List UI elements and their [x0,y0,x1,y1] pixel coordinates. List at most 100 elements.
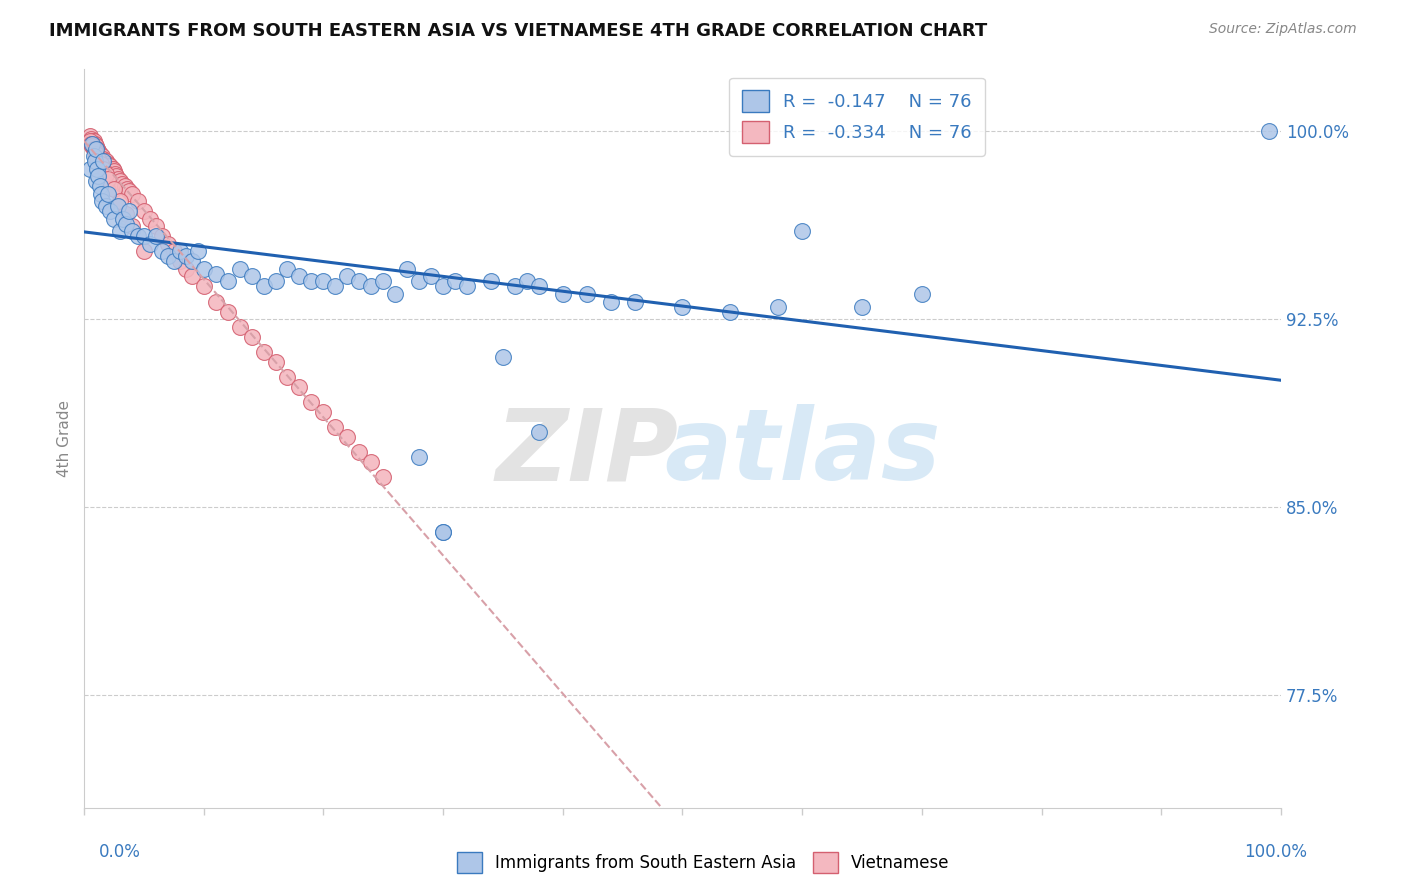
Point [83,142,105,156]
Point [83,149,105,163]
Point [83,134,105,148]
Point [91,152,114,166]
Text: 0.0%: 0.0% [98,843,141,861]
Point [94,199,117,213]
Point [187,244,209,259]
Point [444,275,467,289]
Point [299,394,322,409]
Point [80,136,103,151]
Point [91,194,114,209]
Point [87,169,110,184]
Point [82,139,104,153]
Point [86,142,108,156]
Point [108,194,131,209]
Point [139,236,162,251]
Point [264,275,287,289]
Point [105,169,128,184]
Point [252,344,274,359]
Point [86,161,108,176]
Point [768,300,790,314]
Point [312,405,335,419]
Point [408,450,430,464]
Point [169,254,191,268]
Point [132,204,155,219]
Point [228,319,250,334]
Point [432,279,454,293]
Point [83,145,105,159]
Point [87,152,110,166]
Point [89,179,111,194]
Point [551,287,574,301]
Point [98,159,121,173]
Point [204,267,226,281]
Point [82,136,104,151]
Point [599,294,621,309]
Point [384,287,406,301]
Point [479,275,502,289]
Point [127,229,149,244]
Point [84,142,107,156]
Point [94,154,117,169]
Point [103,182,125,196]
Point [432,524,454,539]
Text: IMMIGRANTS FROM SOUTH EASTERN ASIA VS VIETNAMESE 4TH GRADE CORRELATION CHART: IMMIGRANTS FROM SOUTH EASTERN ASIA VS VI… [49,22,987,40]
Point [623,294,645,309]
Point [121,224,143,238]
Point [145,229,167,244]
Point [420,269,443,284]
Point [84,142,107,156]
Point [336,269,359,284]
Point [91,152,114,166]
Point [94,167,117,181]
Point [575,287,598,301]
Point [132,244,155,259]
Point [1258,124,1281,138]
Point [90,149,112,163]
Point [127,194,149,209]
Point [911,287,934,301]
Point [79,134,101,148]
Point [360,279,382,293]
Point [115,217,138,231]
Point [527,279,550,293]
Point [121,219,143,234]
Point [527,425,550,439]
Point [851,300,873,314]
Point [84,174,107,188]
Point [93,154,115,169]
Point [299,275,322,289]
Point [193,262,215,277]
Point [396,262,419,277]
Point [228,262,250,277]
Point [139,211,162,226]
Point [432,524,454,539]
Point [336,430,359,444]
Point [349,445,371,459]
Point [84,146,107,161]
Point [217,275,239,289]
Point [111,177,134,191]
Point [373,470,395,484]
Point [240,329,263,343]
Point [132,229,155,244]
Point [104,167,127,181]
Point [456,279,478,293]
Point [83,136,105,151]
Point [276,262,298,277]
Point [107,171,129,186]
Point [103,164,125,178]
Point [97,186,120,201]
Point [114,179,136,194]
Point [118,204,141,219]
Point [83,154,105,169]
Point [79,129,101,144]
Point [112,211,135,226]
Point [107,199,129,213]
Point [193,279,215,293]
Legend: Immigrants from South Eastern Asia, Vietnamese: Immigrants from South Eastern Asia, Viet… [450,846,956,880]
Point [325,279,347,293]
Legend: R =  -0.147    N = 76, R =  -0.334    N = 76: R = -0.147 N = 76, R = -0.334 N = 76 [730,78,984,156]
Point [169,244,191,259]
Point [180,269,202,284]
Point [121,186,143,201]
